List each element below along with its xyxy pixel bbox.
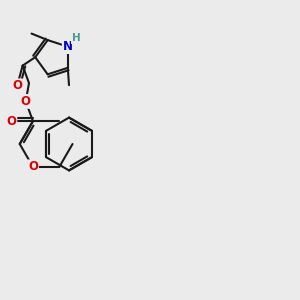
Text: H: H bbox=[72, 33, 81, 43]
Text: O: O bbox=[12, 80, 22, 92]
Text: O: O bbox=[21, 95, 31, 108]
Text: O: O bbox=[6, 115, 16, 128]
Text: O: O bbox=[28, 160, 38, 173]
Text: N: N bbox=[63, 40, 73, 53]
